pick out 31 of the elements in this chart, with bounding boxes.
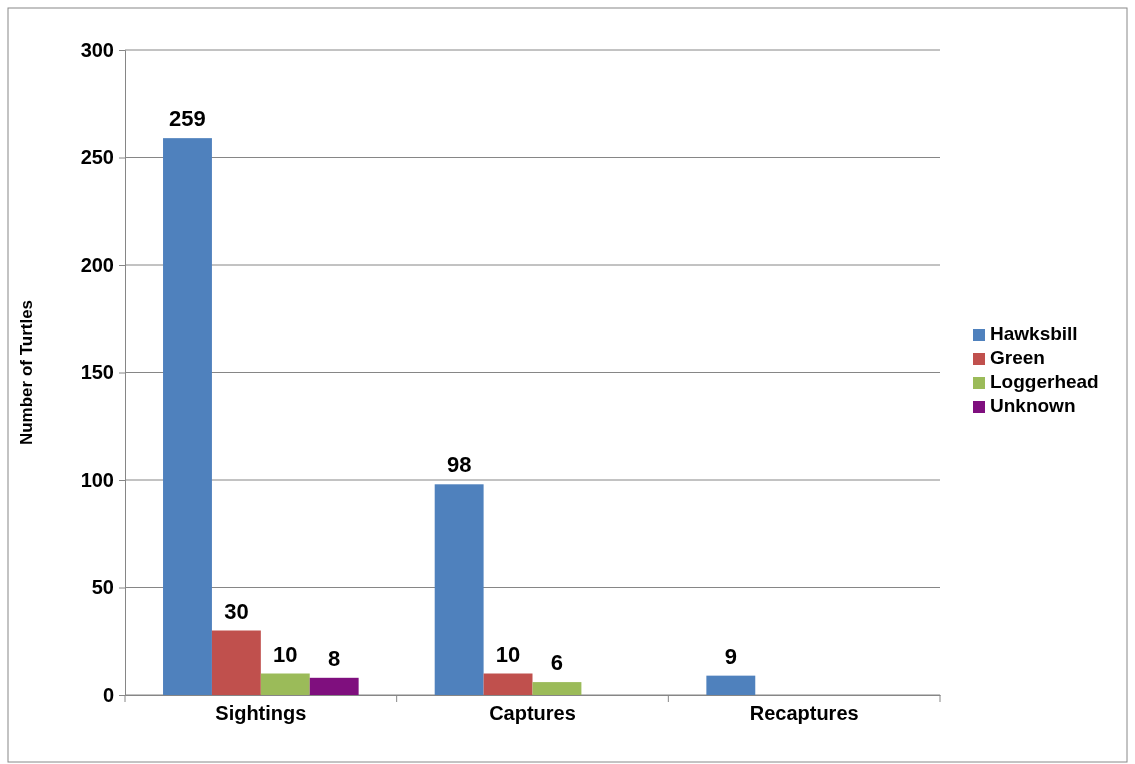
legend-label: Unknown [990, 395, 1076, 416]
y-tick-label: 300 [80, 38, 114, 61]
legend-label: Hawksbill [990, 323, 1078, 344]
y-tick-label: 150 [80, 361, 114, 384]
y-tick-label: 250 [80, 146, 114, 169]
y-tick-label: 200 [80, 253, 114, 276]
data-label: 10 [495, 641, 521, 667]
data-label: 30 [224, 598, 249, 624]
y-tick-label: 50 [91, 576, 114, 599]
data-label: 6 [550, 650, 564, 676]
y-axis-title: Number of Turtles [17, 299, 36, 446]
x-tick-label: Sightings [215, 702, 307, 724]
y-tick-label: 100 [80, 468, 114, 491]
bar [483, 673, 533, 695]
data-label: 98 [446, 452, 472, 478]
bar [434, 484, 484, 695]
data-label: 10 [273, 641, 298, 667]
legend-label: Loggerhead [990, 371, 1099, 392]
x-tick-label: Captures [489, 702, 576, 724]
bar [211, 630, 261, 695]
x-tick-label: Recaptures [749, 702, 859, 724]
legend-label: Green [990, 347, 1045, 368]
data-label: 259 [169, 106, 206, 132]
data-label: 8 [328, 645, 341, 671]
bar [260, 673, 310, 695]
bar [163, 138, 212, 695]
y-tick-label: 0 [102, 683, 114, 706]
bar [706, 675, 756, 695]
bar [532, 682, 582, 695]
bar [309, 677, 359, 695]
data-label: 9 [724, 643, 737, 669]
